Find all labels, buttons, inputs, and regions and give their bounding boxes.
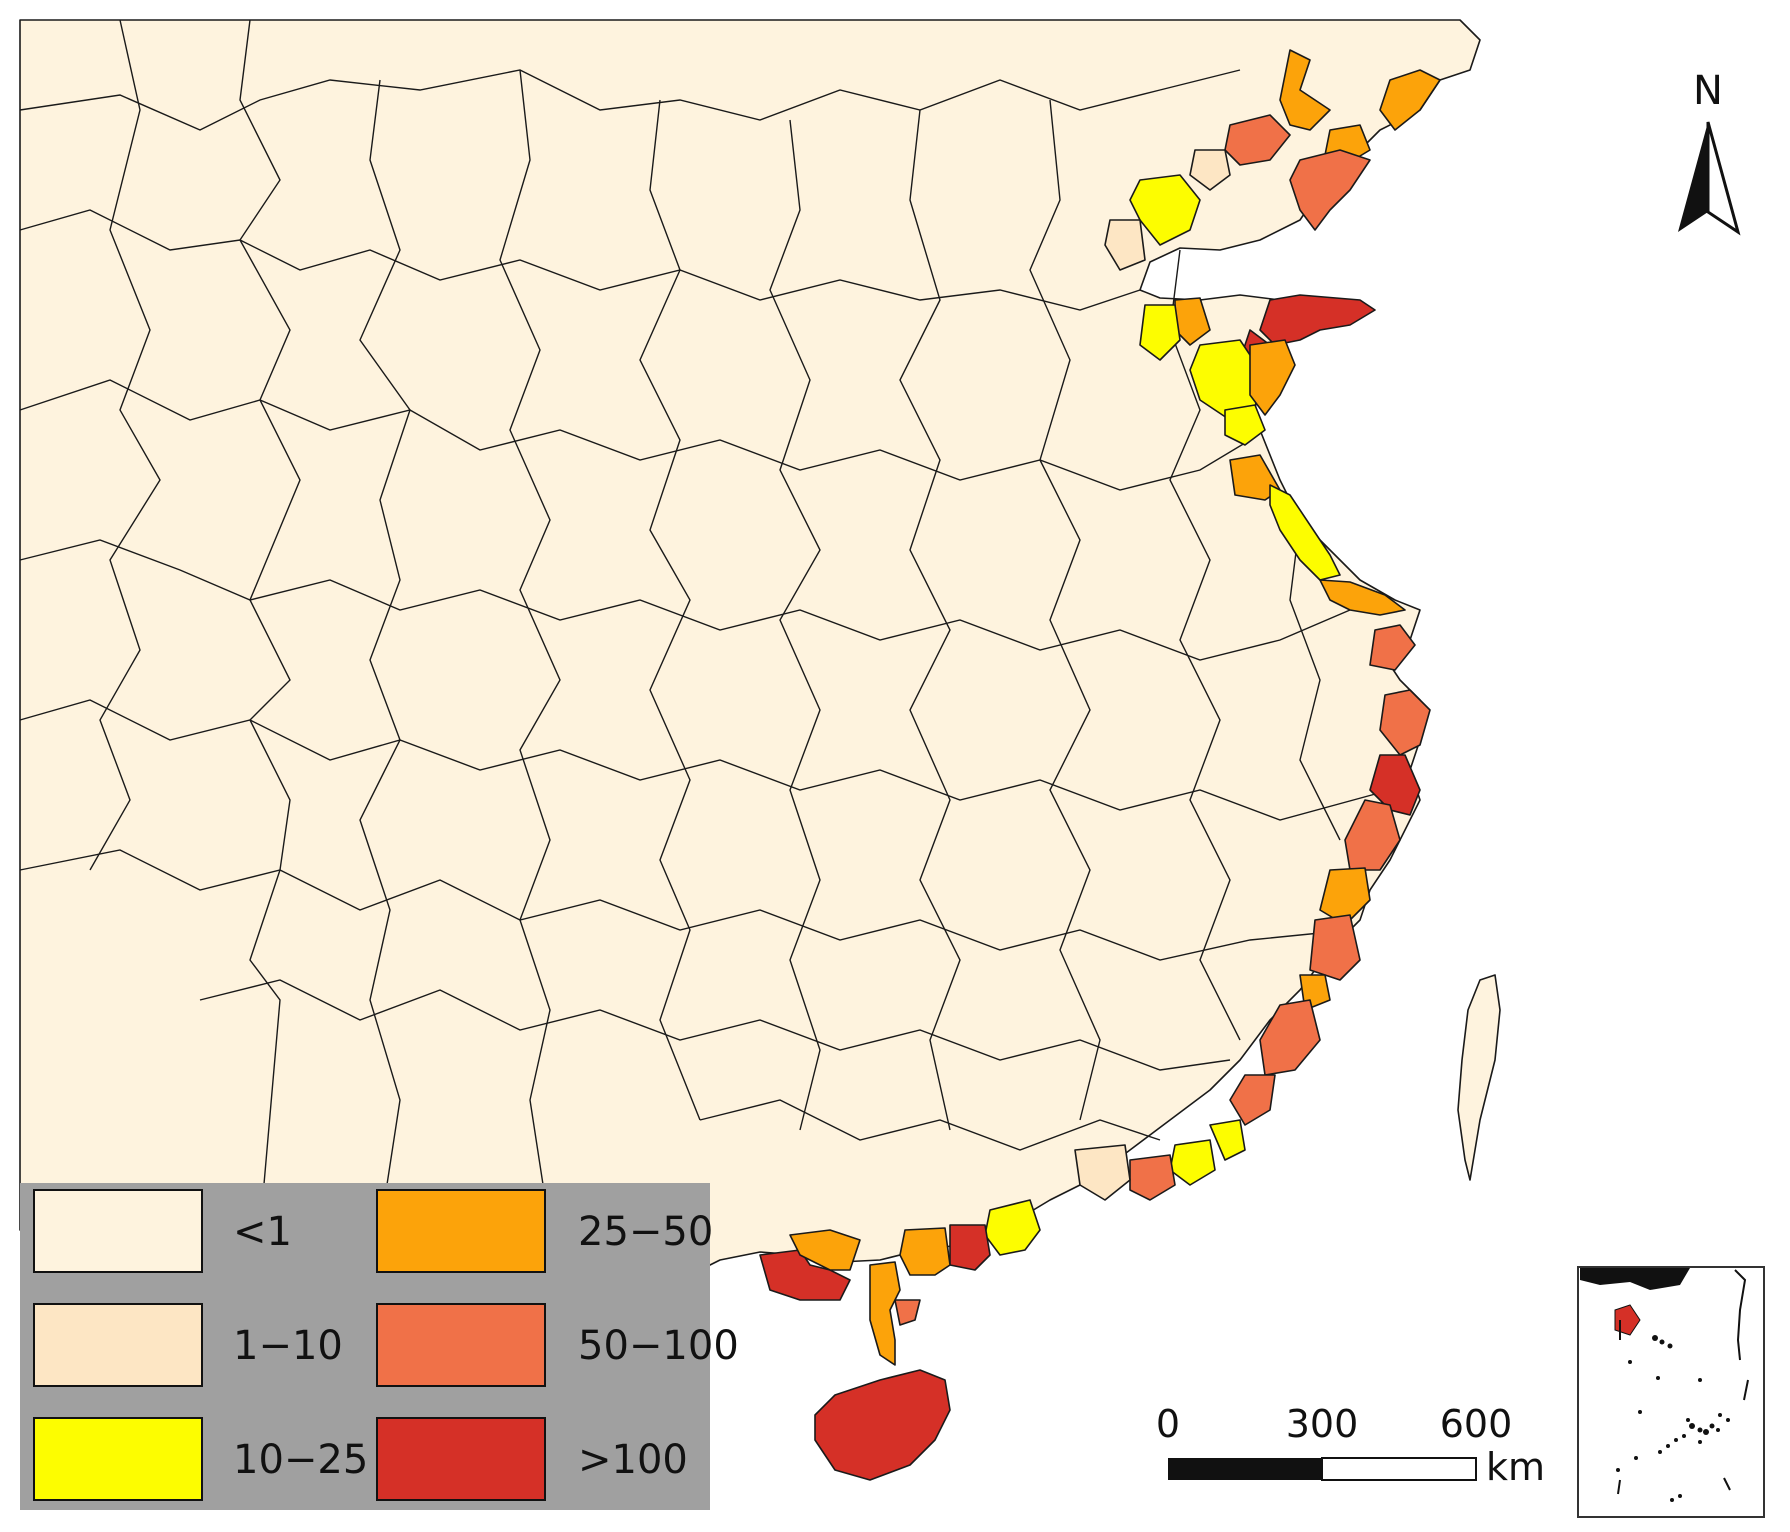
legend-swatch <box>376 1189 546 1273</box>
legend-swatch <box>376 1303 546 1387</box>
north-label: N <box>1693 68 1723 114</box>
legend-swatch <box>33 1303 203 1387</box>
prefecture-boundaries <box>19 19 1391 1231</box>
region-50-100 <box>1129 1154 1176 1201</box>
scale-tick-300: 300 <box>1286 1402 1359 1446</box>
legend-label: 50−100 <box>578 1323 739 1369</box>
legend-swatch <box>33 1189 203 1273</box>
legend-swatch <box>376 1417 546 1501</box>
legend-label: <1 <box>233 1209 292 1255</box>
scale-tick-600: 600 <box>1440 1402 1513 1446</box>
north-arrow-icon: N <box>1678 68 1741 236</box>
region-25-50 <box>899 1227 951 1276</box>
region-50-100 <box>894 1299 921 1326</box>
legend-label: >100 <box>578 1437 688 1483</box>
region-50-100 <box>1379 689 1431 756</box>
scale-tick-0: 0 <box>1156 1402 1180 1446</box>
region-gt100 <box>1259 294 1376 346</box>
south-china-sea-inset <box>1577 1266 1765 1518</box>
region-1-10 <box>1189 149 1231 191</box>
region-10-25 <box>1129 174 1201 246</box>
region-25-50 <box>1319 579 1406 616</box>
legend-label: 25−50 <box>578 1209 713 1255</box>
region-50-100 <box>1229 1074 1276 1126</box>
region-50-100 <box>1289 149 1371 231</box>
region-25-50 <box>869 1261 901 1366</box>
region-10-25 <box>1209 1119 1246 1161</box>
region-1-10 <box>1074 1144 1131 1201</box>
region-10-25 <box>1224 404 1266 446</box>
region-gt100 <box>814 1369 951 1481</box>
region-gt100 <box>949 1224 991 1271</box>
region-25-50 <box>1279 49 1331 131</box>
region-10-25 <box>1269 484 1341 581</box>
region-10-25 <box>1139 304 1181 361</box>
region-50-100 <box>1309 914 1361 981</box>
coastal-highlights <box>759 49 1501 1481</box>
scale-unit: km <box>1486 1445 1545 1489</box>
scale-bar: 0 300 600 km <box>1156 1402 1545 1489</box>
region-25-50 <box>789 1229 861 1271</box>
legend: <1 1−10 10−25 25−50 50−100 >100 <box>20 1183 739 1510</box>
region-10-25 <box>1169 1139 1216 1186</box>
region-50-100 <box>1369 624 1416 671</box>
region-25-50 <box>1379 69 1441 131</box>
taiwan-island <box>1457 974 1501 1181</box>
legend-label: 10−25 <box>233 1437 368 1483</box>
legend-label: 1−10 <box>233 1323 343 1369</box>
region-25-50 <box>1319 867 1371 926</box>
region-1-10 <box>1104 219 1146 271</box>
region-25-50 <box>1249 339 1296 416</box>
region-50-100 <box>1344 799 1401 871</box>
region-50-100 <box>1259 999 1321 1076</box>
region-gt100 <box>1369 754 1421 816</box>
legend-swatch <box>33 1417 203 1501</box>
